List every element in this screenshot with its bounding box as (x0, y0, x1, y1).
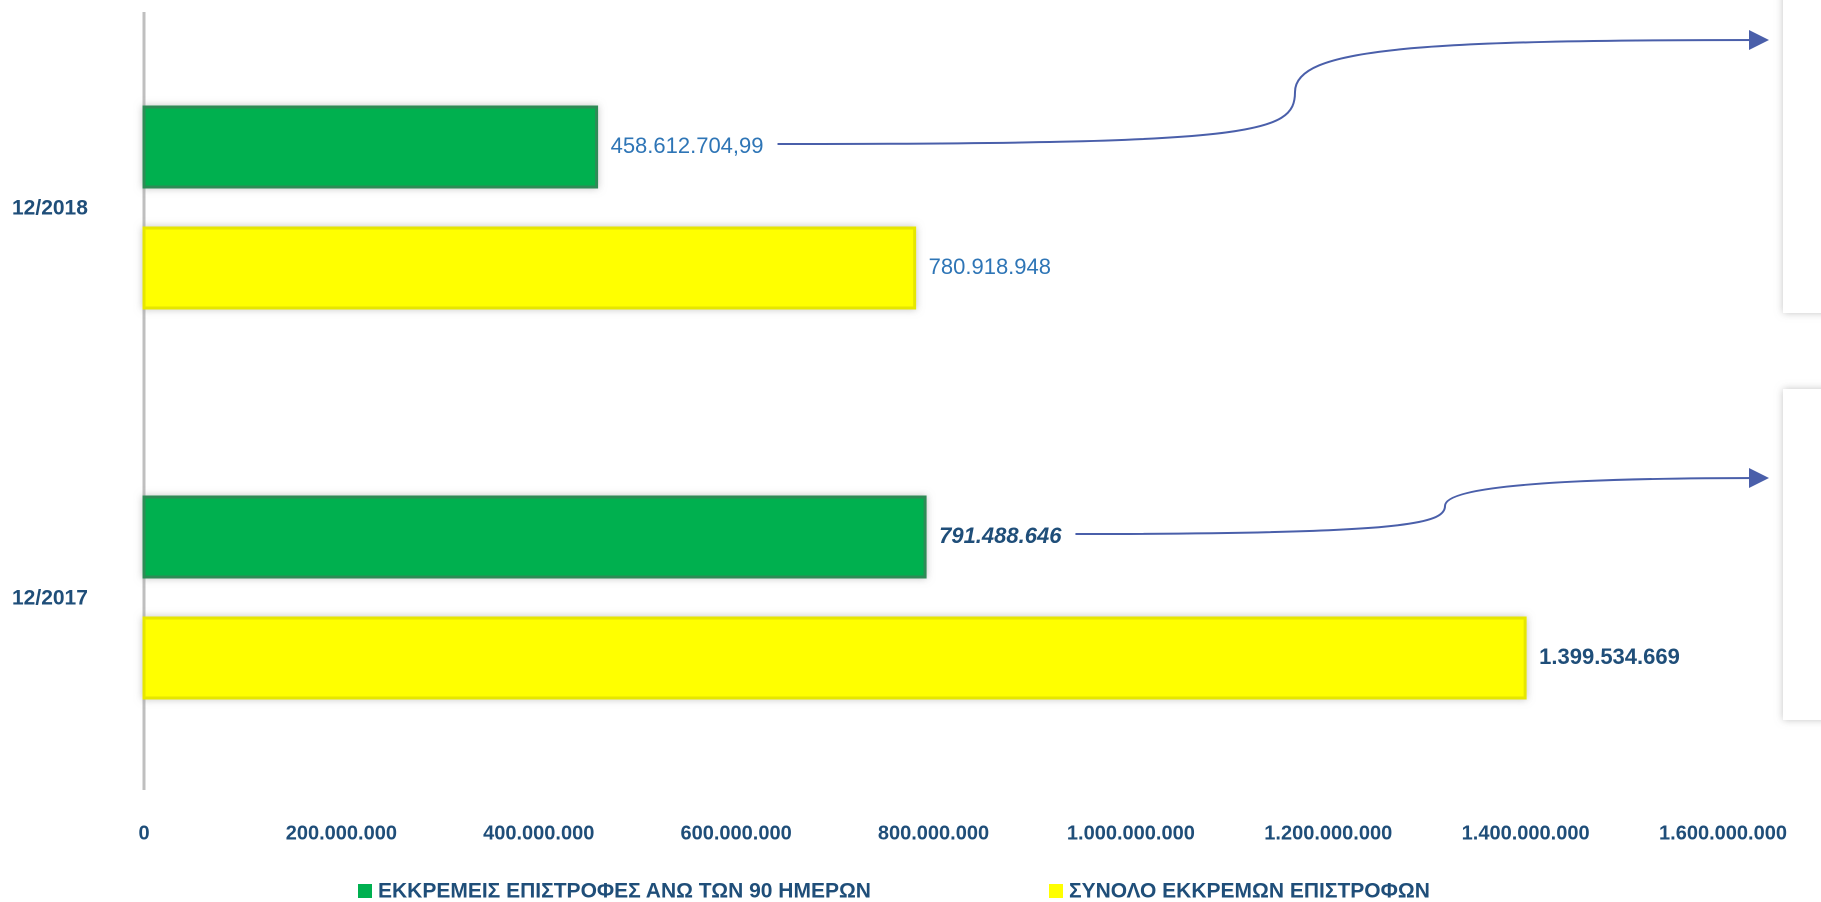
y-tick-label: 12/2017 (12, 587, 88, 610)
x-tick-label: 200.000.000 (286, 822, 397, 844)
data-label: 780.918.948 (929, 254, 1051, 279)
legend-swatch (1049, 884, 1063, 898)
y-tick-label: 12/2018 (12, 197, 88, 220)
x-tick-label: 400.000.000 (483, 822, 594, 844)
x-tick-label: 800.000.000 (878, 822, 989, 844)
x-tick-label: 600.000.000 (681, 822, 792, 844)
x-tick-label: 1.400.000.000 (1462, 822, 1590, 844)
data-label: 458.612.704,99 (611, 133, 764, 158)
x-tick-label: 1.600.000.000 (1659, 822, 1787, 844)
x-tick-label: 1.200.000.000 (1264, 822, 1392, 844)
bar (142, 495, 927, 579)
connector-arrow (1075, 468, 1769, 535)
bar (142, 105, 599, 189)
bar (142, 226, 917, 310)
side-panel (1783, 0, 1821, 313)
data-label: 1.399.534.669 (1539, 644, 1680, 669)
legend-swatch (358, 884, 372, 898)
data-label: 791.488.646 (939, 523, 1062, 548)
x-tick-label: 1.000.000.000 (1067, 822, 1195, 844)
bar (142, 616, 1527, 700)
x-tick-label: 0 (138, 822, 149, 844)
legend-label: ΣΥΝΟΛΟ ΕΚΚΡΕΜΩΝ ΕΠΙΣΤΡΟΦΩΝ (1069, 880, 1430, 902)
connector-arrow (777, 30, 1769, 145)
legend-label: ΕΚΚΡΕΜΕΙΣ ΕΠΙΣΤΡΟΦΕΣ ΑΝΩ ΤΩΝ 90 ΗΜΕΡΩΝ (378, 880, 871, 902)
side-panel (1783, 389, 1821, 720)
